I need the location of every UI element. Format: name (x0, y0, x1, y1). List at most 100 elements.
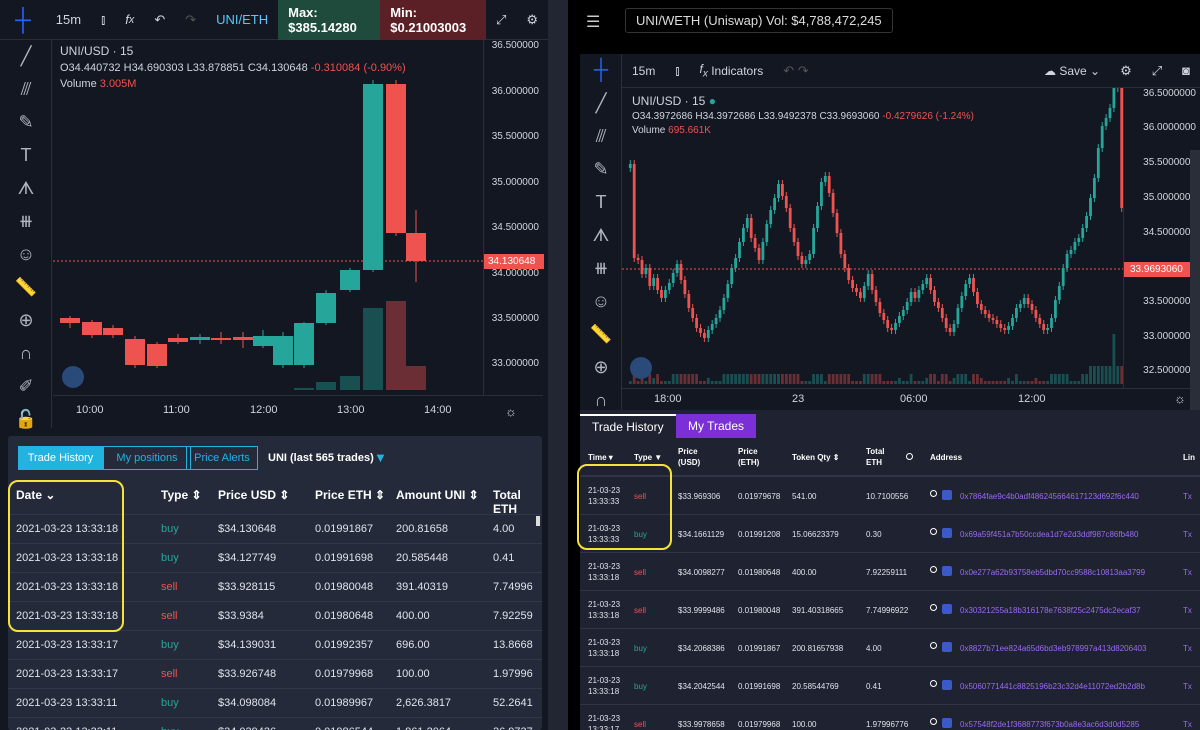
pattern-icon[interactable]: ᗑ (592, 225, 610, 245)
table-row[interactable]: 2021-03-23 13:33:18 sell $33.9384 0.0198064… (8, 601, 542, 629)
trade-row[interactable]: 21-03-23 13:33:18 buy $34.2068386 0.0199186… (580, 628, 1200, 666)
tab-trade-history[interactable]: Trade History (18, 446, 103, 470)
text-icon[interactable]: T (595, 192, 607, 212)
interval-button[interactable]: 15m (55, 12, 82, 27)
search-icon[interactable] (930, 528, 937, 537)
trade-row[interactable]: 21-03-23 13:33:18 sell $33.9999486 0.019800… (580, 590, 1200, 628)
table-row[interactable]: 2021-03-23 13:33:18 sell $33.928115 0.01980… (8, 572, 542, 600)
trade-row[interactable]: 21-03-23 13:33:18 sell $34.0098277 0.019806… (580, 552, 1200, 590)
col-date[interactable]: Date ⌄ (16, 488, 56, 502)
search-icon[interactable] (930, 566, 937, 575)
fullscreen-icon[interactable]: ⤢ (1151, 62, 1163, 78)
trade-address[interactable]: 0x7864fae9c4b0adf486245664617123d692f6c4… (960, 492, 1139, 501)
tab-my-trades[interactable]: My Trades (676, 414, 757, 438)
save-button[interactable]: ☁ Save ⌄ (1043, 63, 1101, 78)
col-total-eth[interactable]: Total ETH (866, 447, 885, 467)
col-type[interactable]: Type ▼ (634, 453, 663, 462)
table-row[interactable]: 2021-03-23 13:33:18 buy $34.127749 0.019916… (8, 543, 542, 571)
etherscan-icon[interactable] (942, 604, 952, 616)
etherscan-icon[interactable] (942, 566, 952, 578)
unlock-icon[interactable]: 🔓 (14, 409, 38, 429)
table-scrollbar[interactable] (536, 516, 540, 526)
fib-icon[interactable]: ⫻ (20, 79, 32, 99)
tx-link[interactable]: Tx (1183, 568, 1192, 577)
search-icon[interactable] (906, 452, 913, 463)
search-icon[interactable] (930, 680, 937, 689)
prediction-icon[interactable]: ⧻ (593, 258, 609, 278)
magnet-icon[interactable]: ∩ (594, 390, 608, 410)
trade-address[interactable]: 0x8827b71ee824a65d6bd3eb978997a413d82064… (960, 644, 1147, 653)
prediction-icon[interactable]: ⧻ (18, 211, 34, 231)
col-token-qty[interactable]: Token Qty ⇕ (792, 453, 840, 462)
camera-icon[interactable]: ◙ (1182, 63, 1190, 78)
table-row[interactable]: 2021-03-23 13:33:11 buy $34.098084 0.019899… (8, 688, 542, 716)
crosshair-icon[interactable]: ┼ (15, 6, 31, 32)
text-icon[interactable]: T (20, 145, 32, 165)
tab-price-alerts[interactable]: Price Alerts (186, 446, 258, 470)
lock-drawing-icon[interactable]: ✐ (18, 376, 34, 396)
trade-address[interactable]: 0x0e277a62b93758eb5dbd70cc9588c10813aa37… (960, 568, 1146, 577)
col-total-eth[interactable]: Total ETH (493, 488, 521, 516)
table-row[interactable]: 2021-03-23 13:33:18 buy $34.130648 0.019918… (8, 514, 542, 542)
undo-icon[interactable]: ↶ (154, 11, 166, 27)
col-price-usd[interactable]: Price USD ⇕ (218, 488, 290, 502)
col-time[interactable]: Time ▾ (588, 453, 613, 462)
settings-gear-icon[interactable]: ⚙ (1120, 62, 1132, 78)
trend-line-icon[interactable]: ╱ (20, 46, 32, 66)
tab-trade-history[interactable]: Trade History (580, 414, 676, 438)
page-scrollbar[interactable] (1190, 150, 1200, 660)
interval-button[interactable]: 15m (632, 63, 656, 78)
trade-row[interactable]: 21-03-23 13:33:18 buy $34.2042544 0.0199169… (580, 666, 1200, 704)
trade-address[interactable]: 0x30321255a18b316178e7638f25c2475dc2ecaf… (960, 606, 1141, 615)
crosshair-icon[interactable]: ┼ (593, 59, 609, 81)
trade-address[interactable]: 0x57548f2de1f3688773f673b0a8e3ac6d3d0d52… (960, 720, 1140, 729)
tab-my-positions[interactable]: My positions (103, 446, 191, 470)
magnet-icon[interactable]: ∩ (19, 343, 33, 363)
search-icon[interactable] (930, 718, 937, 727)
trend-line-icon[interactable]: ╱ (595, 93, 607, 113)
emoji-icon[interactable]: ☺ (591, 291, 611, 311)
trade-address[interactable]: 0x69a59f451a7b50ccdea1d7e2d3ddf987c86fb4… (960, 530, 1139, 539)
candles-icon[interactable]: ⫾ (101, 11, 106, 27)
chart-settings-icon[interactable]: ☼ (1174, 391, 1186, 406)
etherscan-icon[interactable] (942, 490, 952, 502)
brush-icon[interactable]: ✎ (18, 112, 34, 132)
zoom-in-icon[interactable]: ⊕ (593, 357, 609, 377)
col-price-usd[interactable]: Price (USD) (678, 447, 701, 467)
col-price-eth[interactable]: Price (ETH) (738, 447, 760, 467)
col-price-eth[interactable]: Price ETH ⇕ (315, 488, 386, 502)
pair-button[interactable]: UNI/ETH (216, 12, 269, 27)
pattern-icon[interactable]: ᗑ (17, 178, 35, 198)
etherscan-icon[interactable] (942, 528, 952, 540)
trade-row[interactable]: 21-03-23 13:33:17 sell $33.9978658 0.019799… (580, 704, 1200, 730)
settings-gear-icon[interactable]: ⚙ (526, 11, 538, 27)
redo-icon[interactable]: ↷ (185, 11, 197, 27)
tx-link[interactable]: Tx (1183, 530, 1192, 539)
right-candlestick-chart[interactable] (622, 88, 1123, 388)
fib-icon[interactable]: ⫻ (595, 126, 607, 146)
search-icon[interactable] (930, 642, 937, 651)
table-row[interactable]: 2021-03-23 13:33:17 buy $34.139031 0.019923… (8, 630, 542, 658)
menu-icon[interactable]: ☰ (586, 14, 601, 31)
tx-link[interactable]: Tx (1183, 606, 1192, 615)
ruler-icon[interactable]: 📏 (589, 324, 613, 344)
emoji-icon[interactable]: ☺ (16, 244, 36, 264)
filter-icon[interactable]: ▼ (374, 450, 387, 465)
left-candlestick-chart[interactable] (53, 40, 483, 390)
search-icon[interactable] (930, 490, 937, 499)
table-row[interactable]: 2021-03-23 13:33:11 buy $34.039426 0.019865… (8, 717, 542, 730)
indicators-button[interactable]: fx Indicators (699, 61, 764, 80)
tx-link[interactable]: Tx (1183, 492, 1192, 501)
fullscreen-icon[interactable]: ⤢ (495, 11, 507, 27)
zoom-in-icon[interactable]: ⊕ (18, 310, 34, 330)
search-icon[interactable] (930, 604, 937, 613)
tx-link[interactable]: Tx (1183, 644, 1192, 653)
trade-row[interactable]: 21-03-23 13:33:33 buy $34.1661129 0.0199120… (580, 514, 1200, 552)
tx-link[interactable]: Tx (1183, 720, 1192, 729)
etherscan-icon[interactable] (942, 680, 952, 692)
etherscan-icon[interactable] (942, 718, 952, 730)
col-amount-uni[interactable]: Amount UNI ⇕ (396, 488, 479, 502)
table-row[interactable]: 2021-03-23 13:33:17 sell $33.926748 0.01979… (8, 659, 542, 687)
tx-link[interactable]: Tx (1183, 682, 1192, 691)
